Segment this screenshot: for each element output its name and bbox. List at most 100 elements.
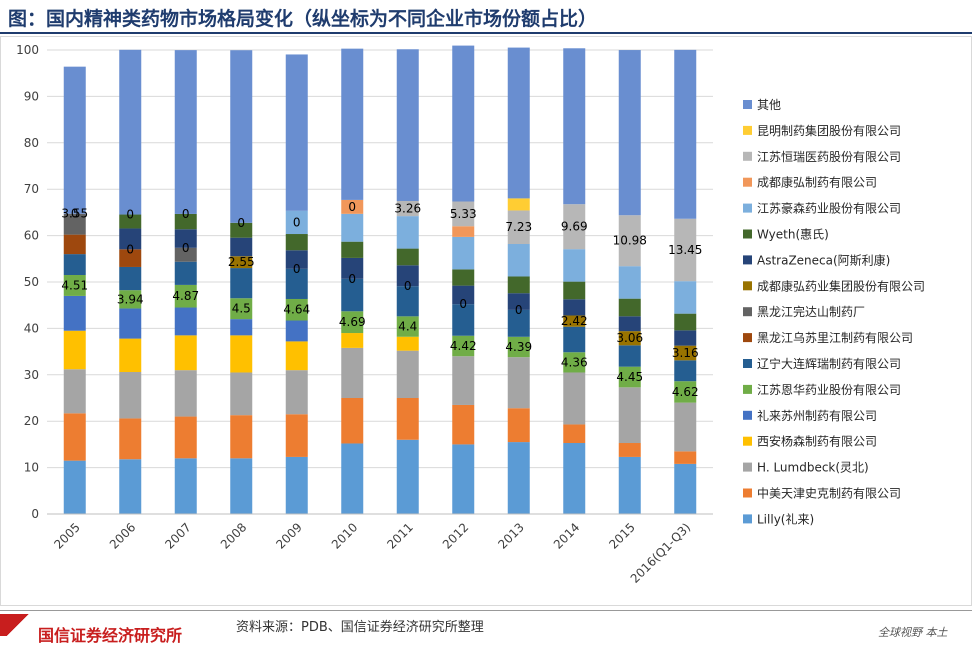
bar-segment [396, 350, 419, 398]
legend-label: 黑龙江乌苏里江制药有限公司 [757, 330, 913, 345]
bar-segment [507, 442, 530, 514]
bar-segment [341, 443, 364, 514]
y-tick-label: 30 [24, 368, 39, 382]
data-label: 2.42 [561, 314, 588, 328]
bar-segment [396, 336, 419, 351]
legend-label: 辽宁大连辉瑞制药有限公司 [757, 356, 901, 371]
company-logo-text: 国信证券经济研究所 [38, 626, 183, 645]
bar-segment [174, 416, 197, 459]
bar-segment [396, 216, 419, 249]
bar-segment [674, 451, 697, 464]
legend-label: 成都康弘药业集团股份有限公司 [757, 278, 925, 293]
bar-segment [63, 460, 86, 514]
bar-segment [563, 249, 586, 282]
bar-segment [396, 286, 419, 317]
data-label: 4.45 [616, 370, 643, 384]
data-label: 5.33 [450, 207, 477, 221]
bar-segment [563, 352, 586, 373]
data-label: 4.64 [283, 303, 310, 317]
bar-segment [618, 456, 641, 514]
bar-segment [341, 199, 364, 214]
data-label: 0 [71, 207, 79, 221]
bar-segment [452, 304, 475, 336]
bar-segment [119, 308, 142, 339]
bar-segment [563, 326, 586, 353]
x-tick-label: 2014 [551, 520, 582, 551]
data-label: 3.55 [61, 207, 88, 221]
bar-segment [396, 439, 419, 514]
bar-segment [507, 357, 530, 409]
bar-segment [174, 50, 197, 214]
page-title: 图：国内精神类药物市场格局变化（纵坐标为不同企业市场份额占比） [8, 8, 598, 30]
y-tick-label: 40 [24, 321, 39, 335]
bar-segment [341, 311, 364, 334]
bar-segment [396, 248, 419, 266]
bar-segment [63, 413, 86, 461]
bar-segment [452, 236, 475, 270]
legend-label: 江苏豪森药业股份有限公司 [757, 201, 901, 216]
bar-segment [563, 443, 586, 514]
bar-segment [507, 210, 530, 244]
bar-segment [507, 47, 530, 199]
bar-segment [618, 298, 641, 317]
bar-segment [174, 247, 197, 262]
data-label: 3.94 [117, 292, 144, 306]
legend-label: 其他 [757, 98, 781, 112]
bar-segment [63, 213, 86, 235]
legend-label: 中美天津史克制药有限公司 [757, 486, 901, 501]
source-note: 资料来源：PDB、国信证券经济研究所整理 [236, 620, 484, 635]
legend-label: 江苏恩华药业股份有限公司 [757, 383, 901, 397]
bar-segment [507, 198, 530, 211]
bar-segment [396, 200, 419, 217]
bar-segment [341, 333, 364, 348]
legend-swatch [743, 384, 752, 394]
bar-segment [341, 347, 364, 398]
bar-segment [174, 370, 197, 417]
data-label: 4.69 [339, 315, 366, 329]
bar-segment [230, 256, 253, 269]
y-tick-label: 80 [24, 136, 39, 150]
y-tick-label: 90 [24, 89, 39, 103]
bar-segment [674, 330, 697, 346]
bar-segment [452, 285, 475, 305]
bar-segment [63, 330, 86, 370]
legend-swatch [743, 255, 752, 265]
data-label: 4.87 [172, 289, 199, 303]
legend-label: 黑龙江完达山制药厂 [757, 304, 865, 319]
bar-segment [230, 222, 253, 238]
data-label: 2.55 [228, 255, 255, 269]
bar-segment [119, 372, 142, 419]
legend-swatch [743, 462, 752, 472]
bar-segment [563, 424, 586, 444]
data-label: 0 [348, 272, 356, 286]
bar-segment [230, 458, 253, 514]
bar-segment [230, 372, 253, 416]
bar-segment [618, 366, 641, 388]
title-divider [0, 32, 972, 34]
y-tick-label: 60 [24, 229, 39, 243]
bar-segment [63, 295, 86, 331]
legend-label: H. Lumdbeck(灵北) [757, 461, 869, 475]
bar-segment [119, 418, 142, 460]
bar-segment [452, 335, 475, 357]
data-label: 0 [515, 303, 523, 317]
data-label: 0 [126, 242, 134, 256]
legend-swatch [743, 151, 752, 161]
legend-label: 江苏恒瑞医药股份有限公司 [757, 150, 901, 164]
bar-segment [119, 214, 142, 229]
bar-segment [119, 228, 142, 250]
bar-segment [230, 335, 253, 373]
data-label: 0 [459, 297, 467, 311]
x-tick-label: 2008 [218, 520, 249, 551]
y-tick-label: 50 [24, 275, 39, 289]
y-tick-label: 0 [31, 507, 39, 521]
data-label: 4.5 [232, 302, 251, 316]
data-label: 0 [293, 262, 301, 276]
legend-label: 昆明制药集团股份有限公司 [757, 123, 901, 138]
bar-segment [285, 210, 308, 235]
bar-segment [396, 316, 419, 337]
x-tick-label: 2013 [495, 520, 526, 551]
bar-segment [563, 48, 586, 205]
bar-segment [119, 249, 142, 267]
bar-segment [174, 335, 197, 371]
